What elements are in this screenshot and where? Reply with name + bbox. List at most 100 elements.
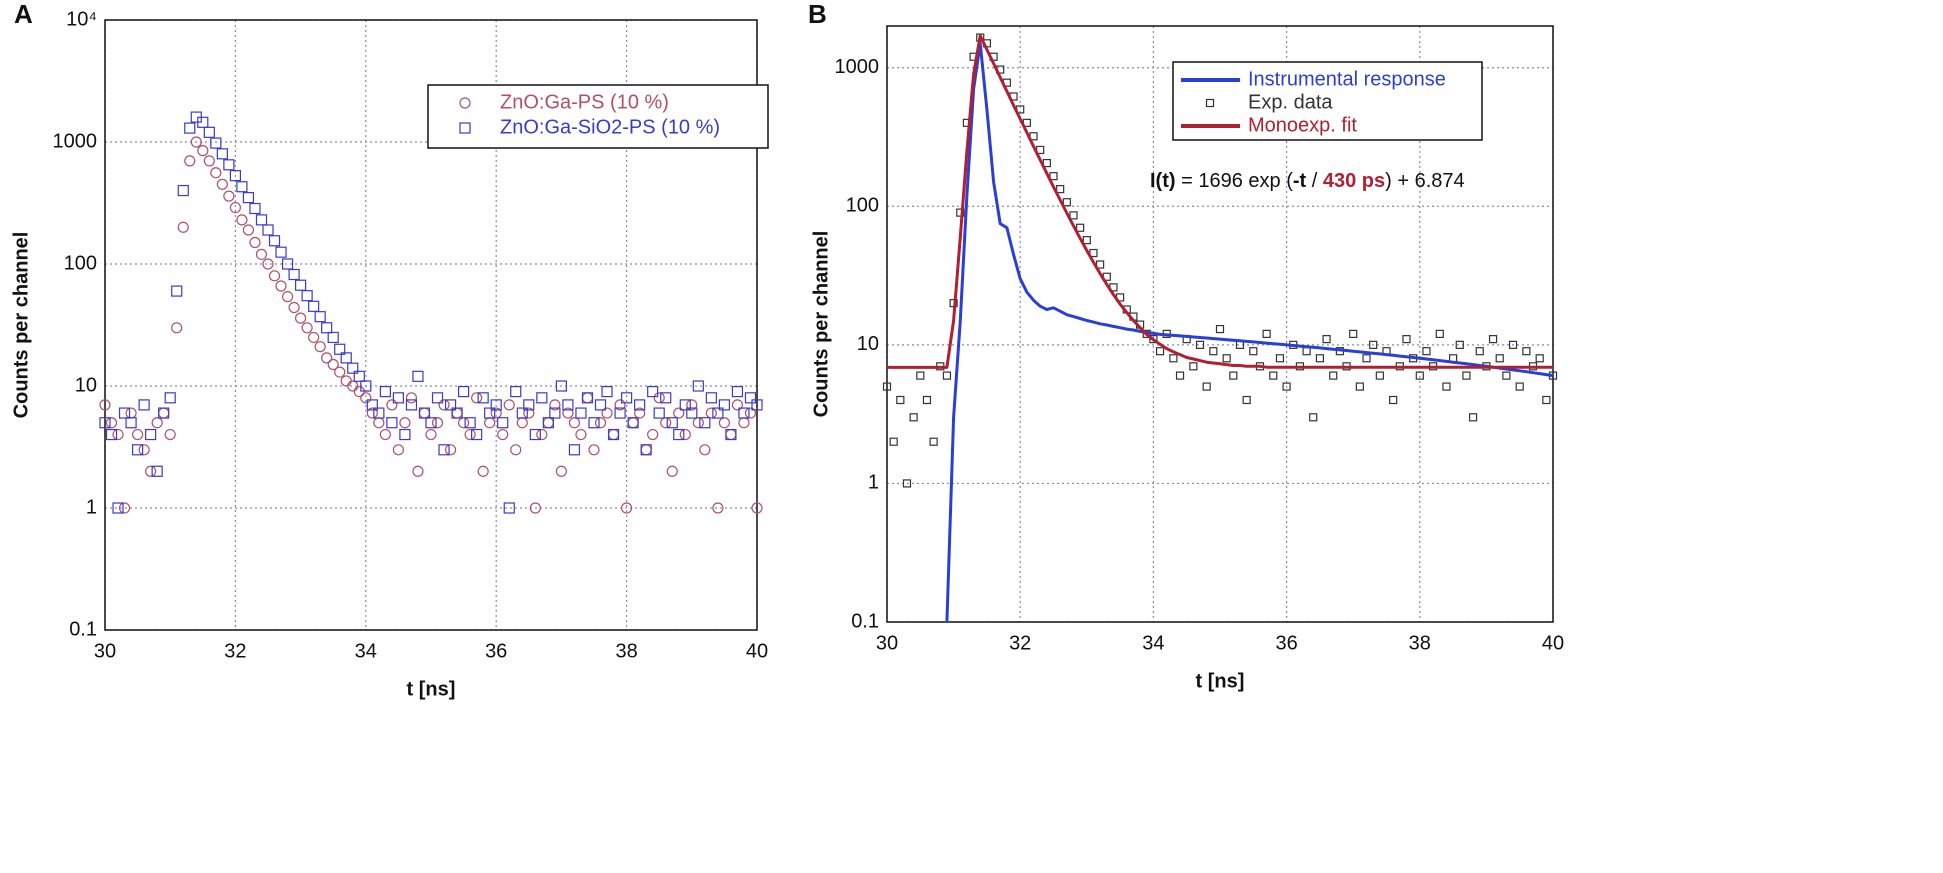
data-point bbox=[673, 407, 685, 419]
data-point bbox=[601, 385, 613, 398]
data-point bbox=[321, 322, 333, 334]
x-tick-label: 32 bbox=[1009, 632, 1031, 654]
data-point bbox=[138, 444, 150, 456]
data-point bbox=[158, 407, 170, 419]
data-point bbox=[438, 399, 450, 411]
data-point bbox=[327, 358, 339, 371]
data-point bbox=[477, 465, 489, 477]
data-point bbox=[882, 382, 892, 391]
data-point bbox=[588, 417, 600, 429]
data-point bbox=[1309, 413, 1318, 422]
data-point bbox=[1242, 395, 1251, 405]
data-point bbox=[712, 502, 724, 514]
data-point bbox=[1275, 354, 1285, 363]
data-point bbox=[1475, 347, 1484, 356]
data-point bbox=[568, 417, 581, 429]
data-point bbox=[334, 366, 346, 378]
data-point bbox=[718, 417, 731, 429]
data-point bbox=[386, 399, 398, 411]
data-point bbox=[229, 170, 241, 182]
data-point bbox=[203, 155, 215, 167]
data-point bbox=[112, 428, 124, 441]
data-point bbox=[562, 399, 574, 411]
data-point bbox=[1202, 382, 1211, 391]
data-point bbox=[942, 371, 952, 380]
x-tick-label: 38 bbox=[1409, 632, 1431, 654]
data-point bbox=[568, 444, 581, 456]
annotation-part: 430 ps bbox=[1323, 170, 1385, 192]
data-point bbox=[321, 352, 333, 364]
legend-swatch bbox=[459, 97, 471, 109]
data-point bbox=[145, 428, 157, 441]
data-point bbox=[249, 236, 261, 249]
data-point bbox=[295, 312, 307, 324]
data-point bbox=[1442, 382, 1451, 391]
data-point bbox=[288, 268, 300, 281]
data-point bbox=[308, 331, 320, 344]
data-point bbox=[607, 428, 620, 441]
data-point bbox=[360, 392, 372, 404]
data-point bbox=[1169, 354, 1178, 363]
data-point bbox=[1089, 248, 1098, 258]
data-point bbox=[425, 428, 437, 441]
data-point bbox=[536, 428, 548, 441]
data-point bbox=[902, 479, 912, 488]
data-point bbox=[1175, 371, 1185, 380]
data-point bbox=[112, 502, 124, 514]
data-point bbox=[1488, 335, 1498, 344]
data-point bbox=[164, 428, 176, 441]
data-point bbox=[275, 246, 287, 258]
data-point bbox=[1282, 382, 1291, 391]
data-point bbox=[184, 155, 196, 167]
data-point bbox=[640, 444, 652, 456]
y-tick-label: 1 bbox=[868, 472, 879, 494]
plot-frame bbox=[104, 19, 758, 631]
data-series bbox=[99, 111, 763, 514]
data-point bbox=[640, 444, 652, 456]
data-point bbox=[490, 407, 502, 419]
data-point bbox=[412, 370, 424, 382]
data-point bbox=[705, 407, 717, 419]
data-point bbox=[249, 202, 261, 215]
data-point bbox=[216, 148, 228, 160]
data-point bbox=[614, 407, 626, 419]
data-point bbox=[601, 407, 613, 419]
data-point bbox=[327, 331, 339, 344]
panel-letter: B bbox=[808, 0, 827, 29]
data-point bbox=[581, 392, 594, 404]
data-point bbox=[1502, 371, 1511, 380]
data-point bbox=[451, 407, 463, 419]
data-point bbox=[909, 413, 918, 422]
data-point bbox=[1249, 347, 1258, 356]
data-point bbox=[438, 444, 450, 456]
data-point bbox=[1522, 347, 1531, 356]
data-point bbox=[190, 136, 202, 148]
data-point bbox=[627, 417, 639, 429]
x-tick-label: 36 bbox=[1275, 632, 1297, 654]
data-point bbox=[184, 122, 196, 134]
data-point bbox=[1222, 354, 1231, 363]
data-point bbox=[1322, 335, 1331, 344]
data-point bbox=[464, 428, 476, 441]
data-point bbox=[503, 399, 515, 411]
legend-label: Instrumental response bbox=[1248, 68, 1446, 90]
data-point bbox=[281, 258, 294, 270]
data-point bbox=[1189, 362, 1198, 371]
data-point bbox=[647, 385, 659, 398]
data-point bbox=[314, 341, 326, 353]
x-tick-label: 34 bbox=[1142, 632, 1164, 654]
data-point bbox=[929, 437, 938, 446]
data-point bbox=[647, 428, 659, 441]
x-axis-label: t [ns] bbox=[407, 678, 456, 700]
data-point bbox=[145, 465, 157, 477]
data-point bbox=[301, 290, 313, 302]
data-point bbox=[731, 399, 744, 411]
data-point bbox=[125, 407, 137, 419]
data-point bbox=[458, 417, 470, 429]
data-point bbox=[1402, 335, 1411, 344]
data-point bbox=[497, 428, 509, 441]
data-point bbox=[392, 444, 404, 456]
data-point bbox=[418, 407, 431, 419]
data-point bbox=[236, 181, 248, 193]
data-point bbox=[255, 214, 268, 226]
